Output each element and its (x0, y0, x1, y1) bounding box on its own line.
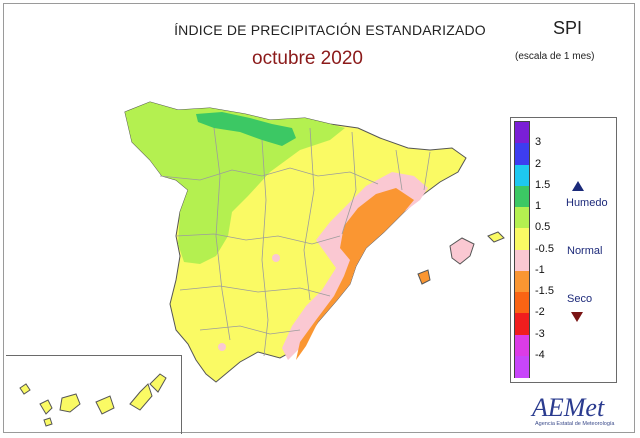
legend-tick-label: 3 (535, 136, 542, 149)
legend-tick-label: 2 (535, 157, 542, 170)
logo-text: AEMet (530, 393, 605, 422)
legend-segment (515, 164, 529, 187)
map-frame (3, 3, 635, 433)
legend-segment (515, 207, 529, 229)
legend-tick-label: -2 (535, 306, 545, 319)
legend-tick-label: 1.5 (535, 178, 551, 191)
legend-segment (515, 334, 529, 357)
dry-arrow-icon (571, 312, 583, 322)
legend-tick-label: -4 (535, 348, 545, 361)
legend-tick-label: -3 (535, 327, 545, 340)
wet-category-label: Humedo (566, 197, 608, 209)
legend-tick-label: -1.5 (535, 285, 554, 297)
legend-segment (515, 313, 529, 335)
legend-segment (515, 185, 529, 208)
map-title: ÍNDICE DE PRECIPITACIÓN ESTANDARIZADO (174, 22, 486, 38)
orange-valencia-region (296, 188, 414, 360)
aemet-logo: AEMet (530, 393, 605, 422)
index-label: SPI (553, 18, 583, 38)
canary-inset (6, 355, 182, 434)
province-borders (159, 127, 431, 357)
dry-category-label: Seco (567, 293, 593, 305)
normal-category-label: Normal (567, 245, 603, 257)
legend-segment (515, 355, 529, 378)
legend-segment (515, 143, 529, 165)
legend-segment (515, 270, 529, 293)
legend-segment (515, 122, 529, 144)
wet-north-region (125, 102, 345, 264)
legend-segment (515, 249, 529, 272)
legend-segment (515, 292, 529, 314)
legend-segment (515, 228, 529, 250)
ibiza-island (417, 269, 431, 285)
legend-tick-label: -0.5 (535, 242, 554, 255)
logo-subtitle: Agencia Estatal de Meteorología (535, 421, 615, 427)
index-scale: (escala de 1 mes) (515, 51, 595, 62)
green-north-patch (196, 112, 296, 146)
legend-tick-label: 0.5 (535, 221, 551, 234)
map-subtitle: octubre 2020 (252, 48, 363, 69)
menorca-island (487, 231, 505, 243)
wet-arrow-icon (572, 181, 584, 191)
legend-tick-label: 1 (535, 200, 542, 212)
legend-tick-label: -1 (535, 263, 545, 276)
canary-islands (19, 373, 167, 427)
legend-color-bar (514, 121, 530, 378)
mallorca-island (449, 237, 475, 265)
